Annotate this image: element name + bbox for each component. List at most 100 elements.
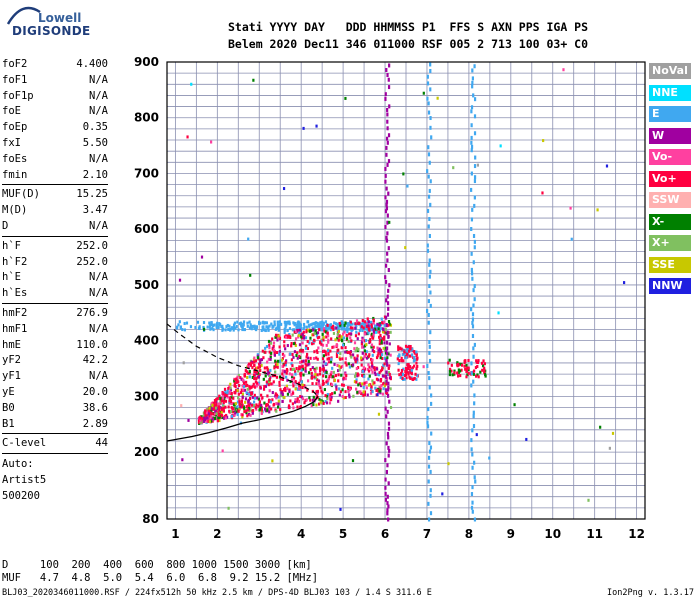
echo-point (260, 329, 263, 333)
echo-point (351, 459, 355, 463)
echo-point (212, 407, 215, 411)
echo-point (227, 386, 230, 390)
echo-point (241, 326, 244, 330)
echo-point (217, 413, 221, 417)
echo-point (292, 367, 296, 371)
echo-point (338, 364, 341, 368)
echo-point (474, 155, 477, 160)
echo-point (286, 344, 289, 348)
echo-point (387, 246, 390, 251)
echo-point (387, 268, 390, 273)
echo-point (186, 135, 189, 139)
echo-point (209, 411, 212, 415)
echo-point (426, 248, 430, 253)
echo-point (473, 342, 476, 347)
echo-point (305, 363, 308, 367)
echo-point (190, 82, 193, 86)
echo-point (233, 414, 236, 418)
echo-point (335, 385, 338, 389)
echo-point (270, 351, 273, 355)
echo-point (400, 347, 403, 351)
echo-point (202, 415, 205, 419)
echo-point (239, 376, 242, 380)
echo-point (214, 400, 217, 404)
echo-point (296, 323, 299, 327)
echo-point (470, 505, 474, 510)
echo-point (239, 321, 243, 325)
echo-point (275, 350, 279, 354)
echo-point (460, 363, 464, 367)
echo-point (379, 333, 382, 337)
echo-point (355, 367, 358, 371)
echo-point (253, 356, 256, 360)
echo-point (472, 379, 475, 384)
echo-point (278, 320, 281, 324)
y-tick-label: 200 (134, 445, 159, 459)
echo-point (386, 346, 389, 351)
echo-point (312, 333, 315, 337)
echo-point (381, 374, 385, 378)
echo-point (229, 328, 232, 332)
echo-point (284, 389, 287, 393)
echo-point (361, 329, 364, 333)
echo-point (281, 364, 284, 368)
echo-point (426, 363, 429, 368)
echo-point (199, 418, 202, 422)
echo-point (428, 441, 431, 446)
echo-point (249, 402, 252, 406)
echo-point (290, 344, 293, 348)
echo-point (345, 374, 348, 378)
echo-point (255, 403, 258, 407)
echo-point (381, 392, 384, 396)
echo-point (450, 369, 453, 373)
profile-curve-dashed (166, 323, 319, 397)
echo-point (447, 462, 450, 466)
echo-point (376, 322, 379, 326)
echo-point (278, 383, 281, 387)
echo-point (332, 345, 335, 349)
echo-point (381, 337, 384, 341)
echo-point (473, 284, 476, 289)
header-line-1: Stati YYYY DAY DDD HHMMSS P1 FFS S AXN P… (228, 20, 589, 34)
x-tick-label: 5 (339, 527, 347, 541)
echo-point (376, 372, 380, 376)
echo-point (223, 395, 227, 399)
echo-point (228, 390, 231, 394)
echo-point (276, 365, 279, 369)
echo-point (256, 396, 259, 400)
echo-point (318, 328, 321, 332)
echo-point (319, 321, 322, 325)
echo-point (312, 403, 315, 407)
echo-point (226, 389, 229, 393)
echo-point (380, 321, 384, 325)
echo-point (427, 313, 430, 318)
echo-point (426, 208, 430, 213)
echo-point (239, 391, 243, 395)
param-value: 2.89 (82, 417, 108, 430)
echo-point (237, 396, 240, 400)
echo-point (385, 199, 389, 204)
echo-point (297, 334, 300, 338)
echo-point (387, 385, 390, 389)
echo-point (267, 383, 270, 387)
echo-point (278, 326, 281, 330)
echo-point (293, 321, 296, 325)
echo-point (303, 384, 306, 388)
echo-point (221, 449, 224, 453)
echo-point (388, 283, 391, 288)
echo-point (231, 406, 234, 410)
echo-point (329, 398, 333, 402)
auto-text: Artist5 (2, 474, 47, 486)
echo-point (301, 383, 304, 387)
echo-point (386, 213, 389, 218)
echo-point (308, 396, 311, 400)
echo-point (344, 357, 347, 361)
echo-point (278, 352, 281, 356)
echo-point (397, 348, 400, 352)
echo-point (267, 370, 270, 374)
echo-point (337, 379, 340, 383)
echo-point (251, 375, 254, 379)
echo-point (473, 460, 476, 465)
echo-point (253, 377, 256, 381)
